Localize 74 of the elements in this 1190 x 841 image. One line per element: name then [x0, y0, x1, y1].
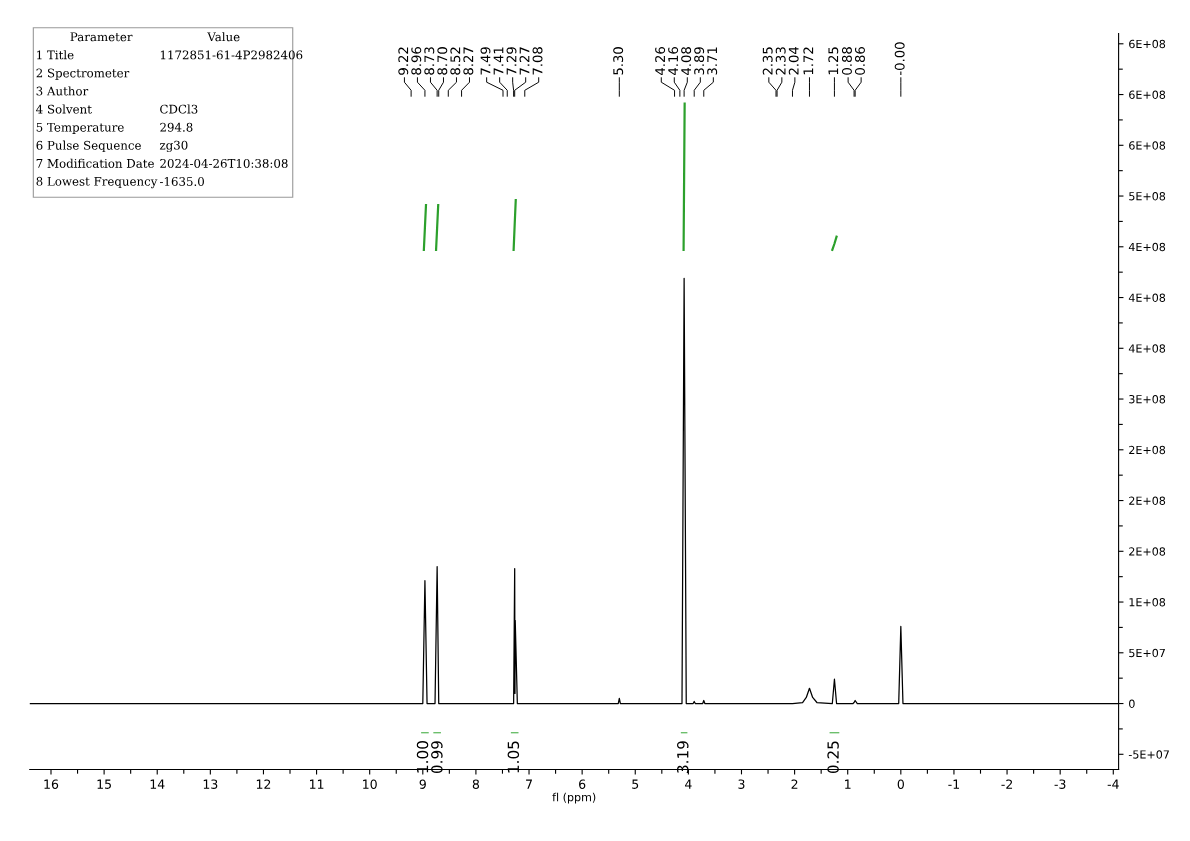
x-tick-label: 6 — [579, 779, 586, 789]
x-tick-label: 15 — [97, 779, 111, 789]
annotation: 7.49 — [480, 47, 491, 75]
annotation: 1.72 — [803, 47, 814, 75]
annotation: 4.26 — [655, 47, 666, 75]
annotation: 3 Author — [36, 86, 89, 96]
x-tick-label: 16 — [44, 779, 59, 789]
annotation: 2.04 — [788, 46, 799, 75]
annotation: 4.16 — [668, 47, 679, 75]
x-tick-label: -1 — [948, 779, 960, 789]
annotation: 5.30 — [613, 47, 624, 75]
annotation: 2.33 — [775, 47, 786, 75]
annotation: 8.96 — [411, 47, 422, 75]
annotation: 2.35 — [762, 47, 773, 75]
y-tick-label: 6E+08 — [1129, 90, 1166, 99]
y-tick-label: 4E+08 — [1128, 242, 1166, 252]
annotation: 1.25 — [828, 47, 839, 75]
text: 1 Title 1172851-61-4P2982406 — [37, 50, 303, 60]
y-tick-label: 5E+07 — [1129, 648, 1165, 658]
annotation: 7.27 — [519, 47, 530, 75]
annotation: 7.29 — [506, 47, 517, 75]
annotation: 8.70 — [437, 47, 448, 75]
annotation: 4.08 — [681, 47, 692, 75]
annotation: 0.25 — [827, 741, 839, 774]
annotation: 9.22 — [398, 47, 409, 75]
x-tick-label: 8 — [472, 779, 480, 789]
text: 4 Solvent CDCl3 — [36, 104, 198, 114]
x-tick-label: 4 — [685, 779, 692, 789]
annotation: 7.08 — [532, 47, 543, 75]
x-tick-label: 11 — [309, 779, 324, 789]
annotation: 0.86 — [854, 47, 865, 75]
text: 5 Temperature 294.8 — [36, 122, 193, 134]
x-tick-label: 1 — [845, 779, 851, 789]
y-tick-label: 6E+08 — [1129, 39, 1166, 49]
annotation: 7 Modification Date 2024-04-26T10:38:08 — [36, 158, 288, 168]
x-tick-label: 12 — [256, 779, 271, 789]
x-tick-label: -3 — [1054, 779, 1066, 789]
annotation: 8.27 — [463, 47, 474, 75]
x-tick-label: 13 — [203, 779, 218, 789]
annotation: 2 Spectrometer — [36, 68, 130, 80]
annotation: 7.41 — [493, 47, 504, 75]
annotation: 3.71 — [707, 47, 718, 75]
x-tick-label: 5 — [632, 779, 639, 789]
x-tick-label: -4 — [1107, 779, 1119, 789]
y-tick-label: 0 — [1129, 699, 1135, 708]
y-tick-label: 4E+08 — [1128, 344, 1166, 353]
annotation: 8.52 — [450, 47, 461, 75]
annotation: 3.19 — [677, 741, 689, 773]
annotation: 3.89 — [694, 47, 705, 75]
y-tick-label: 2E+08 — [1129, 547, 1166, 556]
x-tick-label: 10 — [363, 779, 377, 789]
annotation: 8.73 — [424, 47, 435, 75]
x-axis-title: fl (ppm) — [552, 792, 596, 804]
y-tick-label: -5E+07 — [1128, 750, 1169, 759]
annotation: 8 Lowest Frequency -1635.0 — [36, 176, 204, 189]
x-tick-label: 3 — [738, 779, 745, 789]
y-tick-label: 2E+08 — [1129, 445, 1166, 455]
y-tick-label: 6E+08 — [1129, 141, 1166, 150]
x-tick-label: 0 — [897, 779, 904, 789]
x-tick-label: 2 — [791, 779, 798, 789]
x-tick-label: 9 — [419, 779, 426, 789]
x-tick-label: -2 — [1001, 779, 1013, 789]
text: Parameter Value — [70, 32, 240, 42]
y-tick-label: 4E+08 — [1128, 293, 1166, 302]
y-tick-label: 1E+08 — [1129, 598, 1166, 607]
text: 6 Pulse Sequence zg30 — [36, 140, 188, 153]
annotation: 0.88 — [841, 47, 852, 75]
y-tick-label: 3E+08 — [1129, 395, 1166, 404]
x-tick-label: 14 — [150, 779, 165, 789]
y-tick-label: 2E+08 — [1129, 496, 1166, 505]
y-tick-label: 5E+08 — [1129, 192, 1166, 201]
annotation: 0.99 — [431, 741, 443, 774]
x-tick-label: 7 — [526, 779, 532, 789]
annotation: -0.00 — [894, 42, 905, 75]
